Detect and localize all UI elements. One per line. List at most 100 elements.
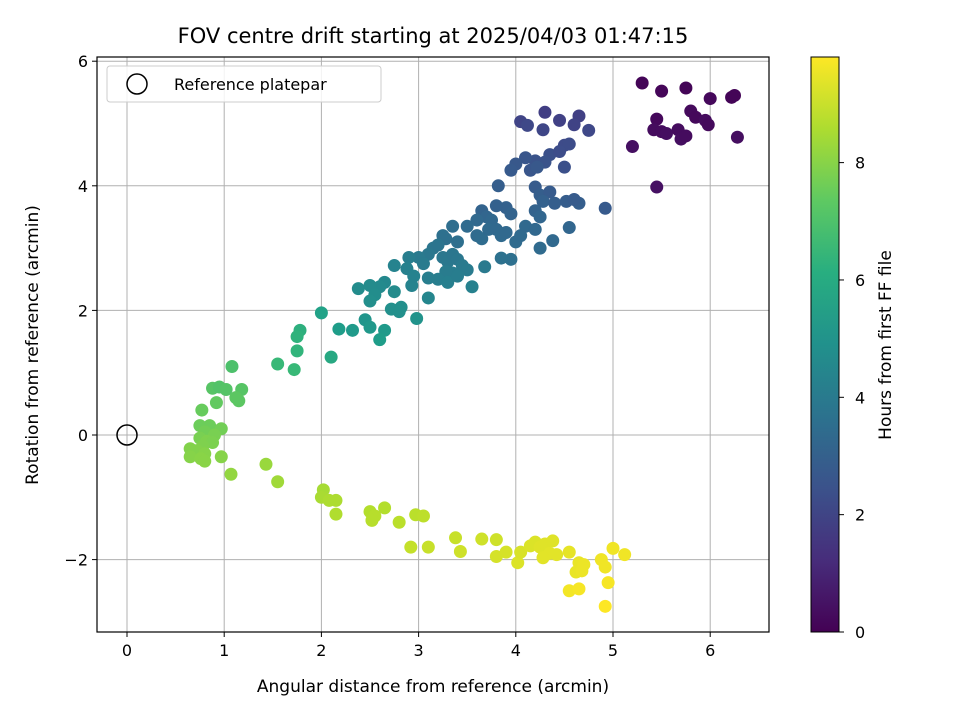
scatter-point [363,294,377,308]
scatter-point [290,344,304,358]
scatter-point [582,123,596,137]
y-tick-label: 4 [78,177,88,196]
scatter-point [679,81,693,95]
scatter-point [701,118,715,132]
x-tick-label: 4 [511,641,521,660]
scatter-point [475,532,489,546]
scatter-point [392,305,406,319]
scatter-point [478,260,492,274]
scatter-point [404,540,418,554]
scatter-point [489,533,503,547]
scatter-point [533,241,547,255]
scatter-point [598,560,612,574]
scatter-point [598,201,612,215]
scatter-point [271,357,285,371]
scatter-point [373,333,387,347]
scatter-point [214,450,228,464]
y-tick-label: 6 [78,52,88,71]
legend: Reference platepar [106,65,382,103]
scatter-point [219,383,233,397]
scatter-point [332,322,346,336]
legend-entry: Reference platepar [174,75,327,94]
scatter-point [225,359,239,373]
legend-box [106,65,382,103]
scatter-point [271,475,285,489]
scatter-point [407,269,421,283]
scatter-point [410,311,424,325]
scatter-point [538,105,552,119]
scatter-point [546,234,560,248]
scatter-point [703,92,717,106]
scatter-point [728,88,741,102]
scatter-point [314,306,328,320]
scatter-point [224,467,238,481]
scatter-point [635,76,649,90]
scatter-point [431,238,445,252]
scatter-point [650,180,664,194]
scatter-point [449,531,463,545]
scatter-point [536,194,550,208]
x-tick-label: 6 [705,641,715,660]
scatter-point [528,222,542,236]
scatter-point [550,548,564,562]
y-tick-label: 2 [78,301,88,320]
scatter-point [504,163,518,177]
scatter-point [329,507,343,521]
scatter-point [546,534,560,548]
scatter-point [543,185,557,199]
scatter-point [606,541,620,555]
scatter-point [520,118,534,132]
colorbar-ticks: 0 2 4 6 8 [839,154,865,642]
scatter-point [470,213,484,227]
scatter-point [655,84,669,98]
x-axis-label: Angular distance from reference (arcmin) [257,677,609,697]
scatter-point [421,291,435,305]
scatter-point [562,545,576,559]
scatter-point [504,252,518,266]
scatter-point [489,199,503,213]
scatter-point [460,263,474,277]
scatter-point [195,403,209,417]
scatter-point [650,112,664,126]
scatter-point [557,160,571,174]
scatter-point [402,250,416,264]
colorbar-tick-label: 8 [855,154,865,173]
y-tick-label: −2 [64,551,88,570]
scatter-point [679,129,693,143]
scatter-point [562,137,576,151]
grid [97,57,769,632]
scatter-point [548,196,562,210]
scatter-point [460,219,474,233]
scatter-point [378,501,392,515]
scatter-point [567,118,581,132]
scatter-point [489,549,503,563]
scatter-point [536,123,550,137]
x-tick-label: 5 [608,641,618,660]
scatter-point [519,151,533,165]
scatter-point [453,545,467,559]
scatter-point [536,551,550,565]
scatter-point [730,130,744,144]
scatter-point [329,493,343,507]
scatter-point [465,280,479,294]
scatter-point [232,394,246,408]
scatter-point [421,271,435,285]
scatter-point [499,226,513,240]
scatter-point [450,269,464,283]
scatter-point [494,251,508,265]
scatter-point [618,548,632,562]
scatter-point [577,558,591,572]
scatter-point [387,285,401,299]
scatter-point [392,515,406,529]
scatter-point [572,582,586,596]
scatter-point [499,545,513,559]
scatter-point [598,599,612,613]
scatter-point [259,457,273,471]
scatter-point [659,126,673,140]
scatter-point [553,145,567,159]
scatter-point [562,584,576,598]
scatter-point [601,576,615,590]
scatter-point [530,160,544,174]
scatter-point [363,320,377,334]
plot-frame [96,56,770,633]
